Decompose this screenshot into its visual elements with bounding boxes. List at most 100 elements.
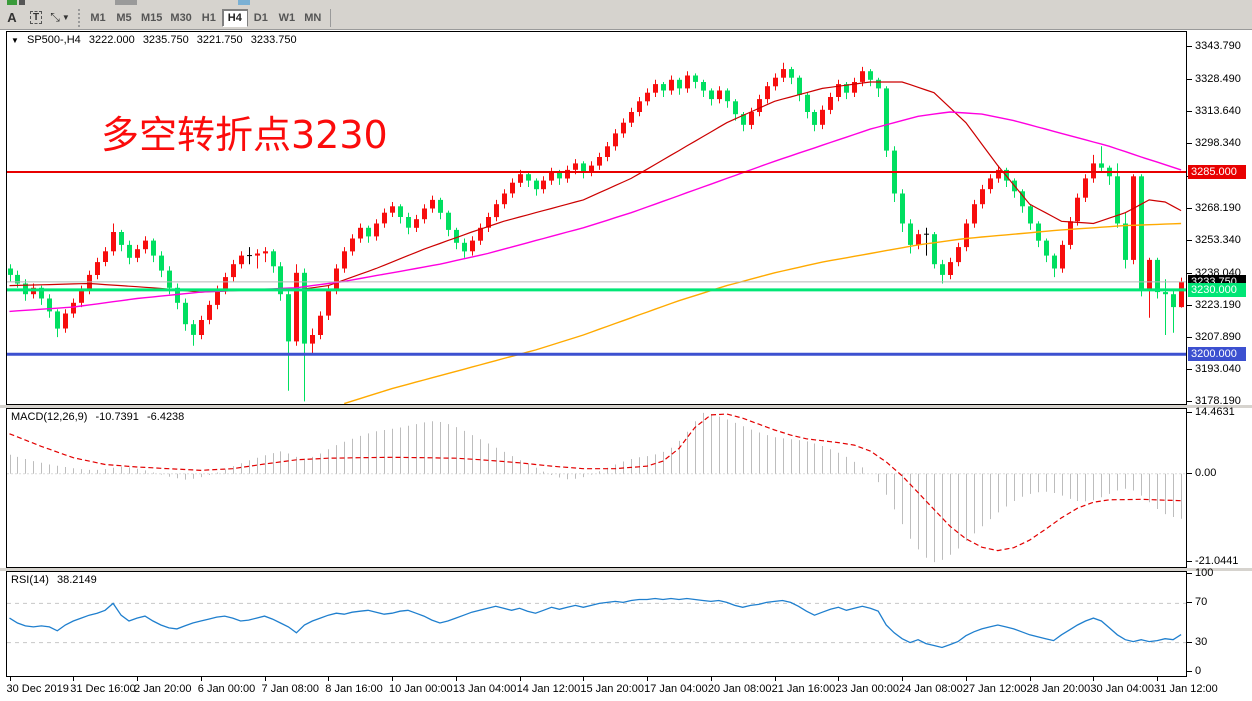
main-toolbar: A T ⤡ ▼ M1 M5 M15 M30 H1 H4 D1 W1 MN <box>0 6 1252 30</box>
text-tool-button[interactable]: T <box>25 8 47 27</box>
date-label: 17 Jan 04:00 <box>644 683 708 695</box>
price-axis-label: 3193.040 <box>1195 363 1241 376</box>
price-axis-tick <box>1187 369 1192 371</box>
toolbar-fragment-icon <box>7 0 17 5</box>
macd-axis-tick <box>1187 411 1192 413</box>
timeframe-button-h4[interactable]: H4 <box>221 8 248 27</box>
price-axis-label: 3223.190 <box>1195 298 1241 311</box>
rsi-axis-tick <box>1187 602 1192 604</box>
timeframe-button-d1[interactable]: D1 <box>253 11 268 24</box>
timeframe-button-m15[interactable]: M15 <box>141 11 163 24</box>
date-tick <box>200 677 202 681</box>
date-tick <box>838 677 840 681</box>
ohlc-open: 3222.000 <box>88 34 135 46</box>
date-tick <box>519 677 521 681</box>
date-tick <box>137 677 139 681</box>
date-label: 30 Dec 2019 <box>6 683 69 695</box>
date-label: 23 Jan 00:00 <box>835 683 899 695</box>
rsi-chart-canvas[interactable] <box>7 572 1186 676</box>
macd-main-value: -10.7391 <box>95 411 139 423</box>
date-tick <box>392 677 394 681</box>
cursor-icon: ⤡ <box>50 10 60 24</box>
price-chart-canvas[interactable] <box>7 32 1186 404</box>
chart-dropdown-icon[interactable]: ▼ <box>11 36 19 45</box>
chart-symbol-period: SP500-,H4 <box>26 34 81 46</box>
price-axis-label: 3268.190 <box>1195 202 1241 215</box>
price-axis-tick <box>1187 143 1192 145</box>
date-tick <box>73 677 75 681</box>
price-axis-label: 3343.790 <box>1195 39 1241 52</box>
cursor-tool-button[interactable]: ⤡ ▼ <box>49 8 71 27</box>
price-axis-label: 3253.340 <box>1195 233 1241 246</box>
date-axis[interactable]: 30 Dec 2019 31 Dec 16:00 2 Jan 20:00 6 Jan … <box>0 677 1252 701</box>
date-label: 31 Jan 12:00 <box>1154 683 1218 695</box>
rsi-axis-tick <box>1187 641 1192 643</box>
price-line-badge: 3200.000 <box>1188 347 1246 362</box>
price-axis-tick <box>1187 304 1192 306</box>
timeframe-toolbar: M1 M5 M15 M30 H1 H4 D1 W1 MN <box>85 8 326 27</box>
macd-axis-tick <box>1187 472 1192 474</box>
ohlc-high: 3235.750 <box>142 34 189 46</box>
date-tick <box>9 677 11 681</box>
date-tick <box>1093 677 1095 681</box>
price-axis[interactable]: 3343.7903328.4903313.6403298.3403283.190… <box>1187 28 1252 678</box>
rsi-axis-label: 30 <box>1195 635 1208 648</box>
rsi-axis-label: 100 <box>1195 567 1214 579</box>
chart-title: ▼ SP500-,H4 3222.000 3235.750 3221.750 3… <box>11 34 302 46</box>
timeframe-button-m5[interactable]: M5 <box>116 11 132 24</box>
date-tick <box>902 677 904 681</box>
toolbar-separator <box>76 8 81 27</box>
toolbar-fragment-icon <box>115 0 137 5</box>
date-tick <box>965 677 967 681</box>
macd-axis-label: -21.0441 <box>1195 555 1239 568</box>
text-label-button-glyph: A <box>7 10 17 25</box>
macd-name: MACD(12,26,9) <box>11 411 88 423</box>
date-tick <box>647 677 649 681</box>
date-tick <box>774 677 776 681</box>
price-axis-tick <box>1187 110 1192 112</box>
toolbar-top-fragments <box>0 0 1252 6</box>
date-label: 24 Jan 08:00 <box>899 683 963 695</box>
timeframe-button-mn[interactable]: MN <box>304 11 322 24</box>
date-label: 15 Jan 20:00 <box>580 683 644 695</box>
price-axis-tick <box>1187 78 1192 80</box>
panel-splitter[interactable] <box>0 568 1252 571</box>
timeframe-button-h1[interactable]: H1 <box>201 11 216 24</box>
price-axis-label: 3328.490 <box>1195 72 1241 85</box>
macd-axis-label: 14.4631 <box>1195 405 1235 418</box>
price-axis-tick <box>1187 401 1192 403</box>
chart-text-annotation[interactable]: 多空转折点3230 <box>101 113 388 157</box>
price-axis-label: 3178.190 <box>1195 395 1241 408</box>
rsi-label: RSI(14) 38.2149 <box>11 574 102 586</box>
macd-axis-tick <box>1187 561 1192 563</box>
macd-indicator-panel: MACD(12,26,9) -10.7391 -6.4238 <box>6 408 1187 568</box>
date-tick <box>328 677 330 681</box>
macd-chart-canvas[interactable] <box>7 409 1186 567</box>
date-label: 14 Jan 12:00 <box>516 683 581 695</box>
rsi-name: RSI(14) <box>11 574 49 586</box>
rsi-axis-tick <box>1187 573 1192 574</box>
ohlc-low: 3221.750 <box>196 34 243 46</box>
date-tick <box>455 677 457 681</box>
toolbar-fragment-icon <box>19 0 25 5</box>
text-tool-icon: T <box>29 11 43 24</box>
macd-label: MACD(12,26,9) -10.7391 -6.4238 <box>11 411 189 423</box>
timeframe-button-m1[interactable]: M1 <box>90 11 106 24</box>
date-label: 6 Jan 00:00 <box>197 683 256 695</box>
timeframe-button-w1[interactable]: W1 <box>278 11 296 24</box>
date-tick <box>710 677 712 681</box>
chevron-down-icon: ▼ <box>61 13 70 22</box>
price-axis-tick <box>1187 272 1192 274</box>
date-tick <box>1029 677 1031 681</box>
toolbar-separator <box>329 8 331 27</box>
panel-splitter[interactable] <box>0 405 1252 408</box>
price-axis-tick <box>1187 45 1192 47</box>
date-label: 28 Jan 20:00 <box>1026 683 1091 695</box>
date-tick <box>1157 677 1159 681</box>
date-label: 7 Jan 08:00 <box>261 683 320 695</box>
timeframe-button-m30[interactable]: M30 <box>170 11 192 24</box>
text-label-button[interactable]: A <box>1 8 23 27</box>
rsi-value: 38.2149 <box>56 574 97 586</box>
date-label: 30 Jan 04:00 <box>1090 683 1155 695</box>
